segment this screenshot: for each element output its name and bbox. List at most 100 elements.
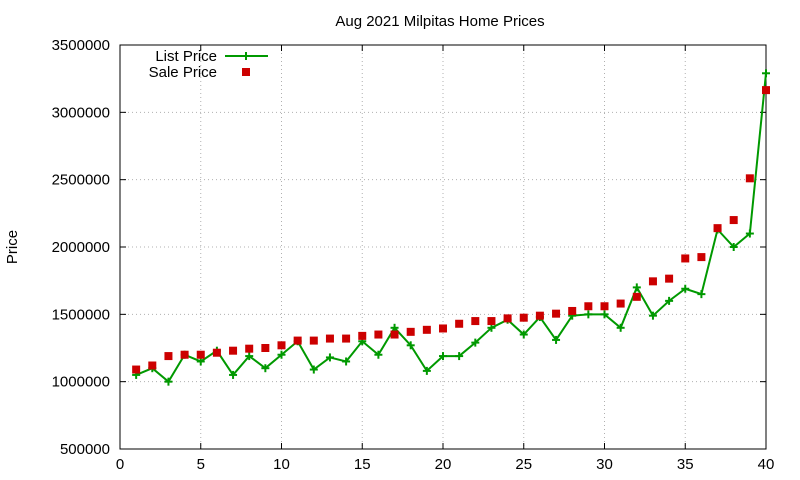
- y-tick-label: 500000: [60, 441, 110, 458]
- sale-price-point: [681, 254, 690, 263]
- list-price-point: [616, 323, 625, 332]
- sale-price-point: [390, 330, 399, 339]
- list-price-point: [455, 352, 464, 361]
- sale-price-point: [309, 336, 318, 345]
- list-price-point: [164, 377, 173, 386]
- sale-price-point: [455, 319, 464, 328]
- sale-price-point: [632, 292, 641, 301]
- list-price-point: [762, 69, 770, 78]
- list-price-point: [487, 323, 496, 332]
- list-price-point: [729, 243, 738, 251]
- legend-label-sale-price: Sale Price: [149, 64, 217, 81]
- x-tick-label: 20: [435, 456, 452, 473]
- sale-price-point: [293, 336, 302, 345]
- list-price-point: [374, 350, 383, 359]
- y-axis-label: Price: [4, 230, 21, 264]
- list-price-point: [439, 352, 447, 361]
- sale-price-point: [229, 346, 238, 355]
- list-price-point: [552, 335, 561, 344]
- list-price-point: [325, 353, 334, 362]
- list-price-point: [229, 370, 238, 379]
- list-price-point: [277, 350, 286, 359]
- series-list-price: [132, 69, 770, 386]
- list-price-point: [632, 283, 641, 292]
- list-price-point: [309, 365, 318, 374]
- sale-price-point: [713, 224, 722, 233]
- sale-price-point: [519, 313, 528, 322]
- sale-price-point: [568, 306, 577, 315]
- series-sale-price: [132, 86, 770, 374]
- x-tick-label: 40: [758, 456, 775, 473]
- list-price-point: [261, 364, 270, 373]
- list-price-point: [422, 366, 431, 375]
- list-price-point: [745, 229, 754, 238]
- sale-price-point: [729, 216, 738, 225]
- y-tick-label: 1000000: [52, 374, 110, 391]
- sale-price-point: [342, 334, 351, 343]
- sale-price-point: [471, 317, 480, 326]
- list-price-point: [245, 352, 254, 361]
- x-tick-label: 15: [354, 456, 371, 473]
- sale-price-point: [487, 317, 496, 326]
- list-price-point: [406, 341, 415, 350]
- sale-price-point: [358, 331, 367, 340]
- list-price-point: [196, 357, 205, 366]
- list-price-point: [665, 296, 674, 305]
- sale-price-point: [697, 253, 706, 262]
- sale-price-point: [180, 350, 189, 359]
- sale-price-point: [196, 350, 205, 359]
- list-price-point: [697, 290, 706, 299]
- sale-price-point: [439, 324, 447, 333]
- y-tick-label: 2500000: [52, 172, 110, 189]
- y-tick-label: 1500000: [52, 306, 110, 323]
- sale-price-point: [648, 277, 657, 286]
- x-tick-label: 10: [273, 456, 290, 473]
- list-price-point: [584, 310, 593, 319]
- y-tick-label: 3000000: [52, 104, 110, 121]
- sale-price-point: [212, 348, 221, 357]
- list-price-point: [342, 357, 351, 366]
- list-price-point: [681, 284, 690, 293]
- y-tick-label: 3500000: [52, 37, 110, 54]
- x-tick-label: 35: [677, 456, 694, 473]
- sale-price-point: [148, 361, 157, 370]
- chart-title: Aug 2021 Milpitas Home Prices: [335, 13, 544, 30]
- list-price-line: [135, 73, 767, 384]
- x-tick-label: 25: [515, 456, 532, 473]
- sale-price-point: [325, 334, 334, 343]
- sale-price-point: [665, 274, 674, 283]
- list-price-point: [648, 311, 657, 320]
- legend-marker-sale-price: [242, 68, 250, 76]
- list-price-point: [471, 338, 480, 347]
- sale-price-point: [422, 325, 431, 334]
- sale-price-point: [503, 314, 512, 323]
- list-price-point: [390, 323, 399, 332]
- sale-price-point: [374, 330, 383, 339]
- legend-label-list-price: List Price: [155, 48, 217, 65]
- sale-price-point: [762, 86, 770, 95]
- sale-price-point: [277, 341, 286, 350]
- sale-price-point: [245, 344, 254, 353]
- sale-price-point: [584, 302, 593, 311]
- sale-price-point: [552, 309, 561, 318]
- sale-price-point: [745, 174, 754, 183]
- sale-price-point: [261, 344, 270, 352]
- x-tick-label: 0: [116, 456, 124, 473]
- sale-price-point: [535, 311, 544, 320]
- y-axis: 500000 1000000 1500000 2000000 2500000 300000…: [52, 37, 766, 458]
- sale-price-point: [600, 302, 609, 311]
- sale-price-point: [164, 352, 173, 361]
- sale-price-point: [616, 299, 625, 308]
- list-price-point: [519, 330, 528, 339]
- grid-lines: [120, 45, 766, 449]
- x-tick-label: 30: [596, 456, 613, 473]
- list-price-point: [600, 310, 609, 319]
- sale-price-point: [132, 365, 141, 374]
- sale-price-point: [406, 327, 415, 336]
- x-axis: 0 5 10 15 20 25 30 35 40: [116, 45, 775, 473]
- y-tick-label: 2000000: [52, 239, 110, 256]
- x-tick-label: 5: [197, 456, 205, 473]
